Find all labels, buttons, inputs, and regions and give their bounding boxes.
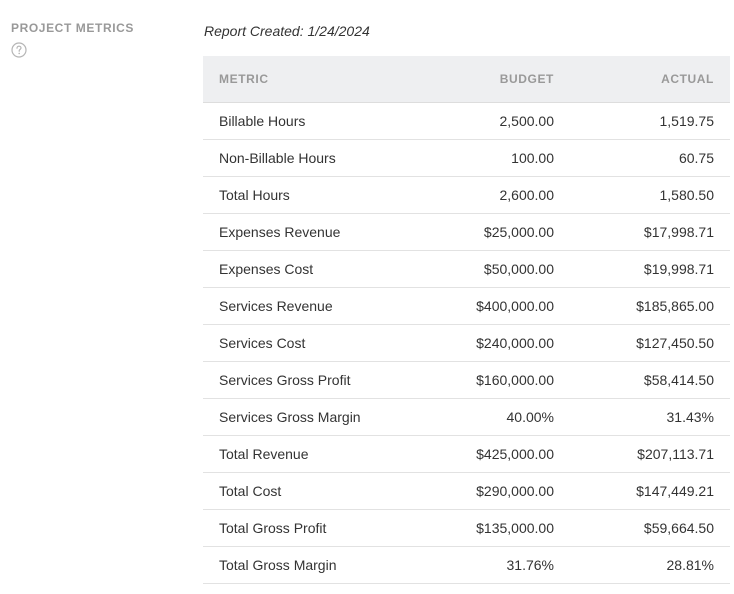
- metric-name: Total Revenue: [203, 435, 433, 473]
- table-row: Services Revenue $400,000.00 $185,865.00: [203, 287, 730, 325]
- table-row: Total Gross Margin 31.76% 28.81%: [203, 546, 730, 584]
- actual-value: $19,998.71: [570, 250, 730, 288]
- metric-name: Expenses Revenue: [203, 213, 433, 251]
- metric-name: Billable Hours: [203, 102, 433, 140]
- table-row: Total Cost $290,000.00 $147,449.21: [203, 472, 730, 510]
- table-row: Expenses Cost $50,000.00 $19,998.71: [203, 250, 730, 288]
- table-row: Total Hours 2,600.00 1,580.50: [203, 176, 730, 214]
- budget-value: $25,000.00: [433, 213, 570, 251]
- actual-value: 1,580.50: [570, 176, 730, 214]
- column-header-budget: BUDGET: [433, 56, 570, 103]
- metric-name: Non-Billable Hours: [203, 139, 433, 177]
- budget-value: 100.00: [433, 139, 570, 177]
- report-created-date: Report Created: 1/24/2024: [204, 23, 370, 39]
- metric-name: Total Cost: [203, 472, 433, 510]
- budget-value: 2,600.00: [433, 176, 570, 214]
- actual-value: $59,664.50: [570, 509, 730, 547]
- budget-value: $240,000.00: [433, 324, 570, 362]
- budget-value: $425,000.00: [433, 435, 570, 473]
- metric-name: Expenses Cost: [203, 250, 433, 288]
- budget-value: $135,000.00: [433, 509, 570, 547]
- table-row: Expenses Revenue $25,000.00 $17,998.71: [203, 213, 730, 251]
- actual-value: $17,998.71: [570, 213, 730, 251]
- budget-value: $160,000.00: [433, 361, 570, 399]
- table-row: Total Gross Profit $135,000.00 $59,664.5…: [203, 509, 730, 547]
- actual-value: 31.43%: [570, 398, 730, 436]
- table-row: Total Revenue $425,000.00 $207,113.71: [203, 435, 730, 473]
- actual-value: 28.81%: [570, 546, 730, 584]
- budget-value: $400,000.00: [433, 287, 570, 325]
- table-row: Services Cost $240,000.00 $127,450.50: [203, 324, 730, 362]
- actual-value: 1,519.75: [570, 102, 730, 140]
- metric-name: Services Gross Profit: [203, 361, 433, 399]
- column-header-actual: ACTUAL: [570, 56, 730, 103]
- budget-value: $290,000.00: [433, 472, 570, 510]
- metric-name: Total Gross Margin: [203, 546, 433, 584]
- question-circle-icon[interactable]: [11, 42, 27, 58]
- actual-value: $147,449.21: [570, 472, 730, 510]
- table-row: Non-Billable Hours 100.00 60.75: [203, 139, 730, 177]
- column-header-metric: METRIC: [203, 56, 433, 103]
- metric-name: Services Gross Margin: [203, 398, 433, 436]
- table-row: Billable Hours 2,500.00 1,519.75: [203, 102, 730, 140]
- actual-value: $207,113.71: [570, 435, 730, 473]
- actual-value: $185,865.00: [570, 287, 730, 325]
- budget-value: 31.76%: [433, 546, 570, 584]
- metric-name: Total Hours: [203, 176, 433, 214]
- actual-value: 60.75: [570, 139, 730, 177]
- budget-value: $50,000.00: [433, 250, 570, 288]
- metric-name: Services Revenue: [203, 287, 433, 325]
- section-title: PROJECT METRICS: [11, 21, 135, 35]
- table-header-row: METRIC BUDGET ACTUAL: [203, 56, 730, 103]
- table-row: Services Gross Margin 40.00% 31.43%: [203, 398, 730, 436]
- budget-value: 40.00%: [433, 398, 570, 436]
- budget-value: 2,500.00: [433, 102, 570, 140]
- actual-value: $58,414.50: [570, 361, 730, 399]
- table-row: Services Gross Profit $160,000.00 $58,41…: [203, 361, 730, 399]
- metric-name: Services Cost: [203, 324, 433, 362]
- actual-value: $127,450.50: [570, 324, 730, 362]
- metrics-table: METRIC BUDGET ACTUAL Billable Hours 2,50…: [203, 56, 730, 584]
- metric-name: Total Gross Profit: [203, 509, 433, 547]
